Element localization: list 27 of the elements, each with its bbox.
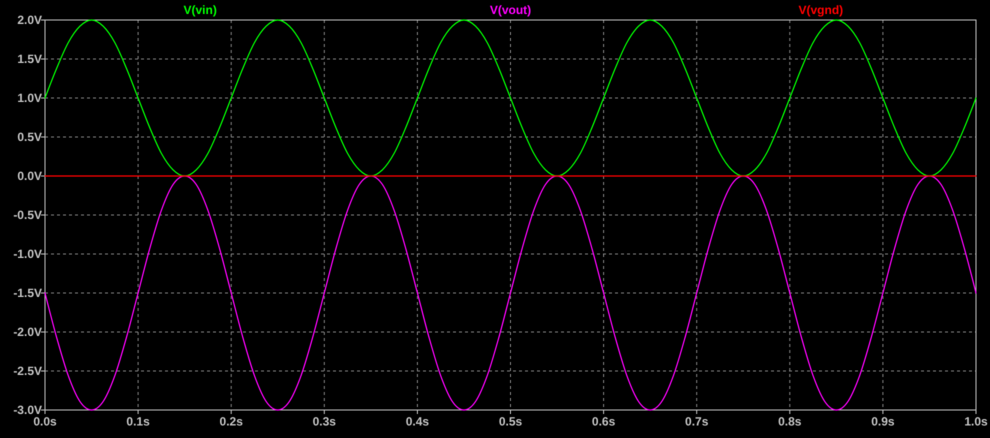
y-tick-label: -3.0V: [13, 402, 42, 417]
x-tick-label: 0.9s: [871, 414, 895, 429]
x-tick-label: 0.7s: [685, 414, 709, 429]
text: V(vgnd): [798, 3, 844, 17]
y-tick-label: -2.0V: [13, 324, 42, 339]
x-tick-label: 0.0s: [33, 414, 57, 429]
x-tick-label: 0.6s: [592, 414, 616, 429]
y-tick-label: -0.5V: [13, 208, 42, 222]
y-tick-label: -2.5V: [13, 364, 42, 378]
text: V(vout): [490, 3, 532, 17]
y-tick-label: -1.0V: [13, 246, 42, 261]
y-tick-label: 0.5V: [17, 130, 42, 144]
x-tick-label: 0.4s: [406, 414, 430, 429]
y-tick-label: 1.5V: [17, 52, 42, 66]
x-tick-label: 0.3s: [312, 414, 336, 429]
y-tick-label: 0.0V: [17, 168, 42, 183]
x-tick-label: 0.8s: [778, 414, 802, 429]
line-series: [44, 19, 977, 177]
y-tick-label: 2.0V: [17, 12, 42, 27]
y-tick-label: -1.5V: [13, 286, 42, 300]
x-tick-label: 0.1s: [126, 414, 150, 429]
x-tick-label: 0.2s: [220, 414, 244, 429]
x-tick-label: 1.0s: [964, 414, 988, 429]
y-tick-label: 1.0V: [17, 90, 42, 105]
line-series: [44, 175, 977, 411]
text: V(vin): [183, 3, 217, 17]
x-tick-label: 0.5s: [498, 414, 522, 429]
